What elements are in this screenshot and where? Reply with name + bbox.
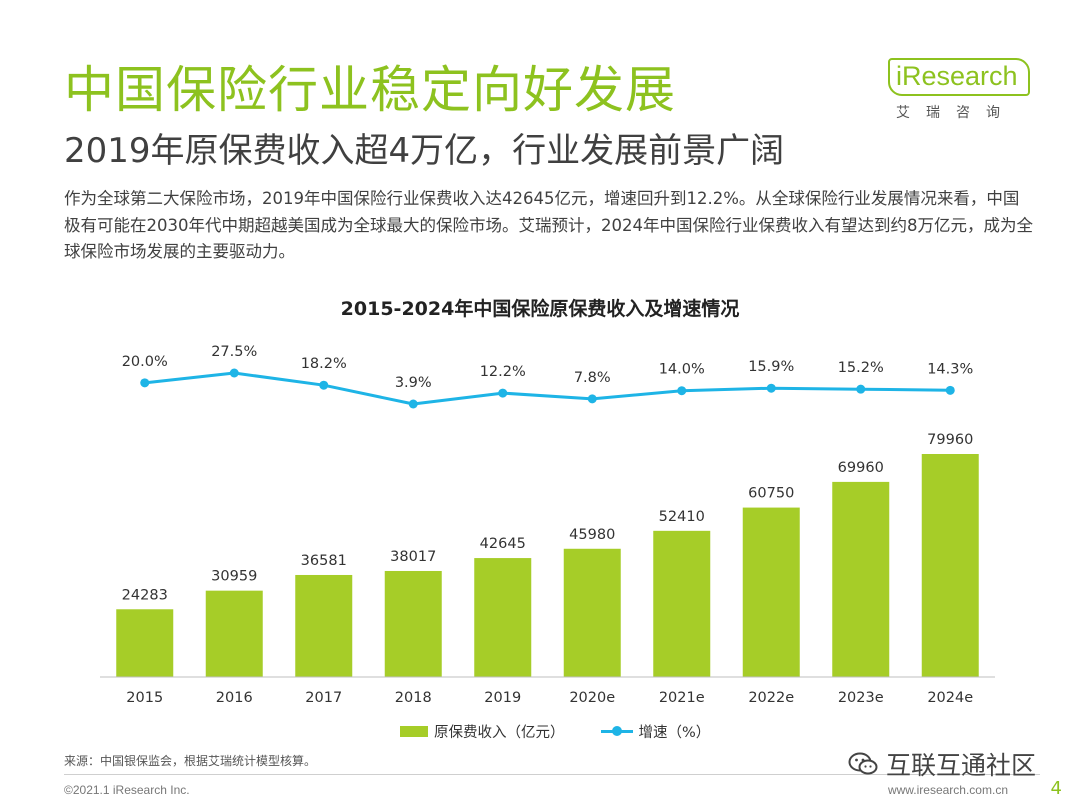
growth-line-series: 20.0% 27.5% 18.2% 3.9% 12.2% 7.8% 14.0% 15.9% 15…	[122, 344, 973, 409]
copyright: ©2021.1 iResearch Inc.	[64, 783, 190, 797]
bar-value-label: 36581	[301, 553, 347, 569]
bar-2024e	[921, 454, 979, 677]
x-tick-label: 2018	[395, 690, 432, 706]
growth-value-label: 3.9%	[395, 375, 432, 391]
bar-2017	[295, 574, 353, 677]
growth-line	[144, 371, 951, 406]
iresearch-logo: iResearch 艾瑞咨询	[888, 56, 1040, 126]
x-tick-label: 2020e	[569, 690, 615, 706]
x-tick-label: 2015	[126, 690, 163, 706]
legend-label-growth: 增速（%）	[638, 724, 711, 741]
x-tick-label: 2022e	[748, 690, 794, 706]
bar-2015	[116, 609, 174, 677]
growth-point	[229, 368, 239, 378]
bar-2016	[205, 590, 263, 677]
legend-item-premium: 原保费收入（亿元）	[400, 721, 565, 742]
growth-point	[856, 384, 866, 394]
growth-point	[587, 394, 597, 404]
growth-value-label: 27.5%	[211, 344, 257, 360]
growth-point	[677, 386, 687, 396]
watermark-text: 互联互通社区	[886, 751, 1037, 780]
website-url: www.iresearch.com.cn	[887, 783, 1008, 797]
x-tick-label: 2021e	[659, 690, 705, 706]
x-tick-label: 2016	[216, 690, 253, 706]
intro-paragraph: 作为全球第二大保险市场，2019年中国保险行业保费收入达42645亿元，增速回升…	[64, 189, 1033, 261]
bar-value-label: 60750	[748, 486, 794, 502]
logo-frame	[888, 58, 1030, 96]
x-tick-label: 2023e	[838, 690, 884, 706]
bar-2020e	[563, 548, 621, 677]
growth-point	[319, 380, 329, 390]
watermark: 互联互通社区	[848, 746, 1036, 782]
x-tick-labels: 2015 2016 2017 2018 2019 2020e 2021e 2022e 2023e…	[126, 690, 973, 706]
bar-2021e	[653, 530, 711, 677]
bar-value-label: 38017	[390, 549, 436, 565]
chart-legend: 原保费收入（亿元） 增速（%）	[400, 720, 746, 742]
growth-value-label: 14.3%	[927, 361, 973, 377]
bar-value-label: 52410	[659, 509, 705, 525]
growth-point	[140, 378, 150, 388]
bar-value-label: 24283	[122, 587, 168, 603]
bar-2022e	[742, 507, 800, 677]
growth-point	[945, 385, 955, 395]
page-title: 中国保险行业稳定向好发展	[64, 61, 676, 119]
legend-bar-swatch	[400, 725, 428, 737]
bar-2019	[474, 558, 532, 677]
bar-value-label: 69960	[838, 460, 884, 476]
growth-value-label: 20.0%	[122, 354, 168, 370]
growth-value-label: 15.9%	[748, 359, 794, 375]
growth-value-label: 7.8%	[574, 370, 611, 386]
wechat-icon	[848, 752, 878, 775]
growth-value-label: 12.2%	[480, 364, 526, 380]
bar-series: 24283 30959 36581 38017 42645 45980 52410 60750…	[116, 432, 979, 677]
bar-2018	[384, 570, 442, 677]
growth-value-label: 15.2%	[838, 360, 884, 376]
bar-value-label: 79960	[927, 432, 973, 448]
bar-2023e	[832, 481, 890, 677]
legend-label-premium: 原保费收入（亿元）	[434, 724, 565, 741]
growth-point	[766, 383, 776, 393]
page-number: 4	[1050, 778, 1062, 799]
x-tick-label: 2017	[305, 690, 342, 706]
legend-item-growth: 增速（%）	[600, 721, 711, 742]
page-subtitle: 2019年原保费收入超4万亿，行业发展前景广阔	[64, 131, 785, 171]
bar-value-label: 30959	[211, 569, 257, 585]
source-note: 来源：中国银保监会，根据艾瑞统计模型核算。	[64, 754, 317, 768]
chart-title: 2015-2024年中国保险原保费收入及增速情况	[340, 298, 740, 320]
growth-point	[498, 388, 508, 398]
footer-divider	[64, 774, 1040, 775]
x-tick-label: 2019	[484, 690, 521, 706]
growth-point	[408, 399, 418, 409]
legend-line-swatch	[600, 725, 633, 737]
bar-value-label: 42645	[480, 536, 526, 552]
growth-value-label: 18.2%	[301, 356, 347, 372]
logo-subtitle: 艾瑞咨询	[896, 105, 1016, 121]
bar-value-label: 45980	[569, 527, 615, 543]
x-tick-label: 2024e	[927, 690, 973, 706]
growth-value-label: 14.0%	[659, 362, 705, 378]
logo-name: iResearch	[896, 61, 1018, 91]
